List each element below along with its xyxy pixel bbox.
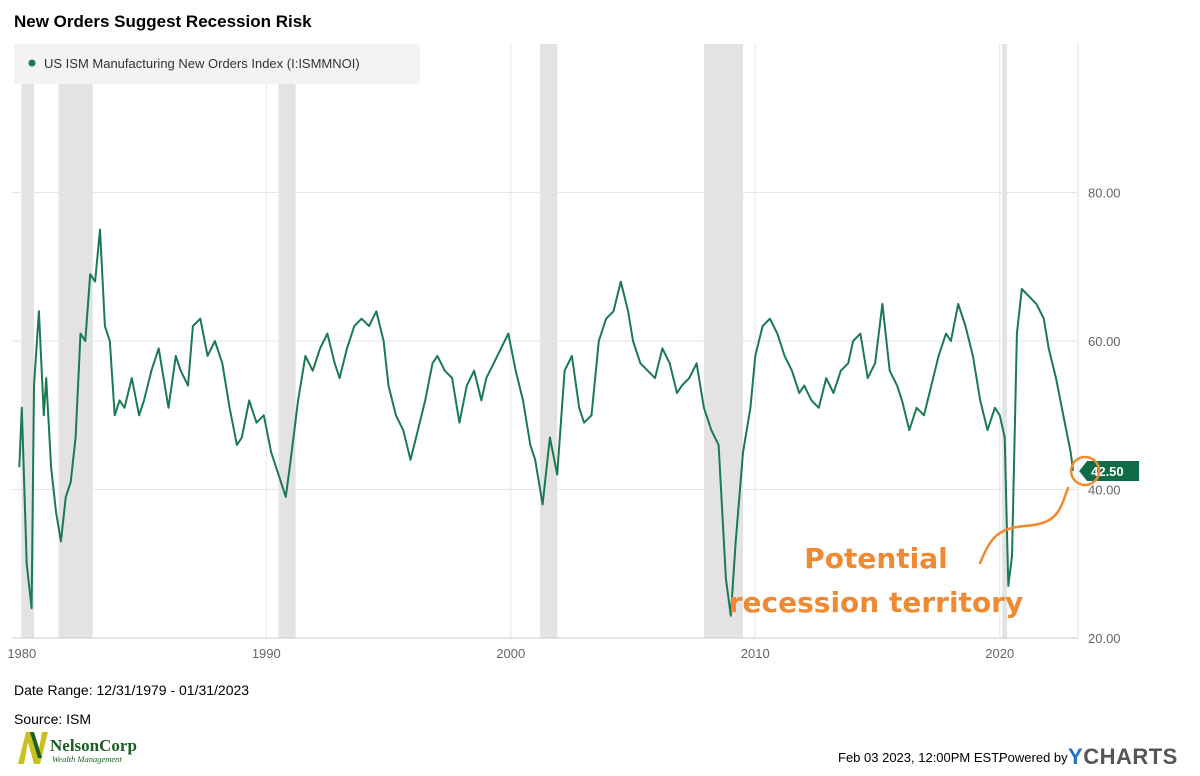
annotation-arrow — [978, 486, 1070, 565]
y-tick-label: 20.00 — [1088, 631, 1121, 646]
annotation-line2: recession territory — [729, 586, 1024, 619]
annotation-circle — [1069, 455, 1101, 487]
ycharts-logo[interactable]: YCHARTS — [1068, 744, 1178, 770]
date-range: Date Range: 12/31/1979 - 01/31/2023 — [14, 682, 250, 698]
source: Source: ISM — [14, 711, 92, 727]
legend-label: US ISM Manufacturing New Orders Index (I… — [44, 56, 360, 71]
logo-subtitle: Wealth Management — [52, 754, 122, 764]
ycharts-rest: CHARTS — [1083, 744, 1178, 769]
powered-by: Powered by — [999, 750, 1068, 765]
y-tick-label: 60.00 — [1088, 334, 1121, 349]
legend-marker — [28, 59, 36, 67]
x-tick-label: 1990 — [252, 646, 281, 661]
x-tick-label: 1980 — [7, 646, 36, 661]
x-tick-label: 2020 — [985, 646, 1014, 661]
logo-mark-accent — [30, 732, 42, 758]
annotation-line1: Potential — [804, 542, 948, 575]
x-tick-label: 2010 — [741, 646, 770, 661]
last-value-label: 42.50 — [1091, 464, 1124, 479]
series-line — [18, 228, 1075, 617]
y-tick-labels: 20.00 40.00 60.00 80.00 — [1088, 186, 1121, 647]
chart-title: New Orders Suggest Recession Risk — [14, 12, 312, 31]
logo-name: NelsonCorp — [50, 736, 137, 755]
nelsoncorp-logo: NelsonCorp Wealth Management — [18, 732, 137, 764]
timestamp: Feb 03 2023, 12:00PM EST. — [838, 750, 1002, 765]
annotation: Potential recession territory — [729, 455, 1101, 619]
last-value-badge-shape — [1079, 460, 1140, 481]
y-tick-label: 80.00 — [1088, 186, 1121, 201]
ycharts-y: Y — [1068, 744, 1084, 769]
x-tick-labels: 1980 1990 2000 2010 2020 — [7, 646, 1014, 661]
legend-box — [14, 44, 420, 84]
x-tick-label: 2000 — [496, 646, 525, 661]
y-tick-label: 40.00 — [1088, 483, 1121, 498]
last-value-badge: 42.50 — [1079, 460, 1140, 481]
